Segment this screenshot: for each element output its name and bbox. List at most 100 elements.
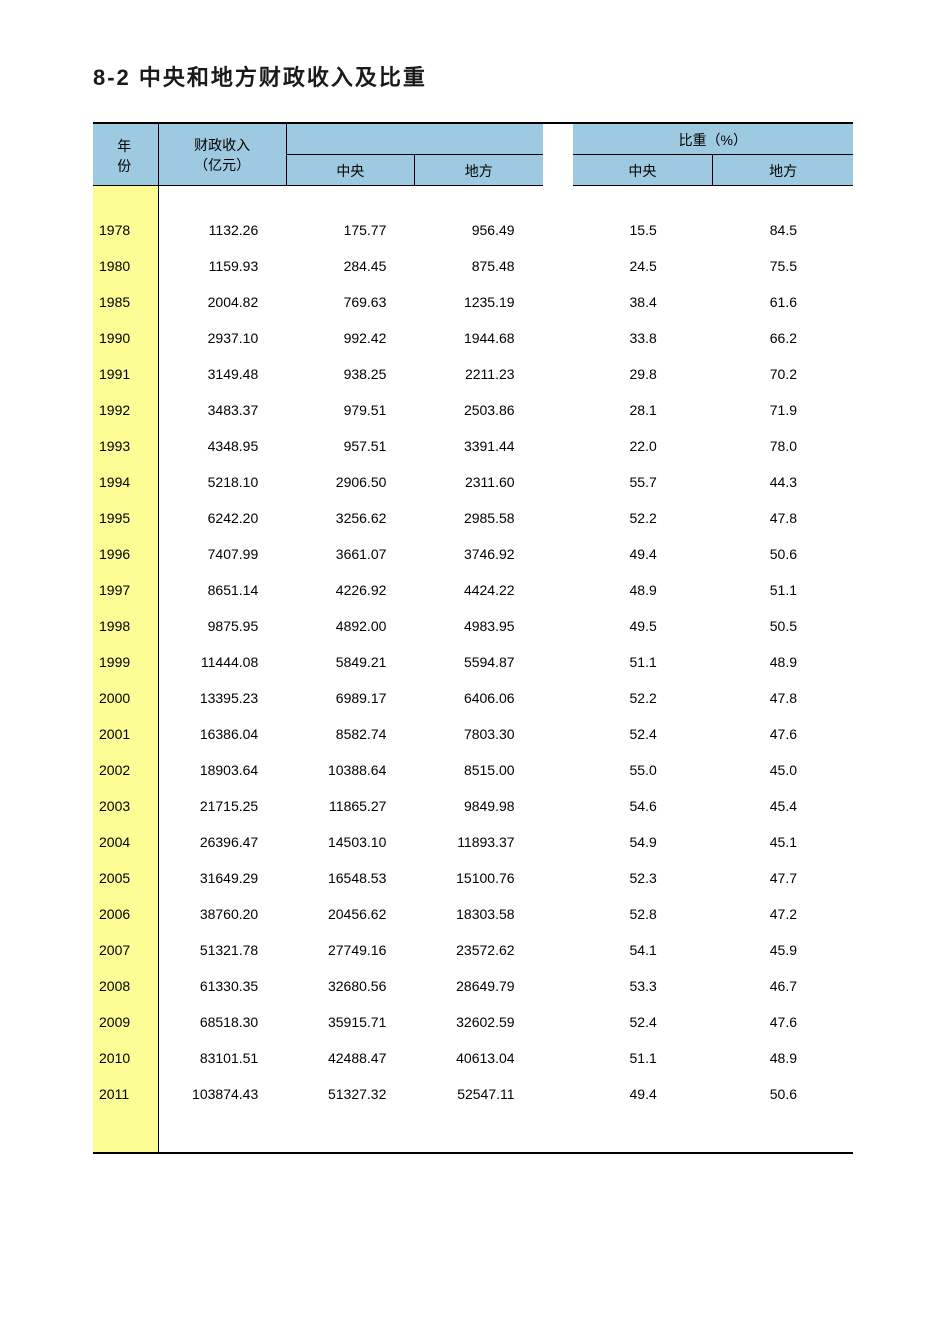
cell-pct-local: 48.9 [713,644,853,680]
cell-local: 3746.92 [414,536,542,572]
cell-gap [543,968,573,1004]
cell-central: 769.63 [286,284,414,320]
cell-year: 2004 [93,824,158,860]
cell-local: 2503.86 [414,392,542,428]
cell-pct-central: 33.8 [573,320,713,356]
cell-local: 2985.58 [414,500,542,536]
cell-gap [543,716,573,752]
table-row: 19945218.102906.502311.6055.744.3 [93,464,853,500]
cell-local: 3391.44 [414,428,542,464]
cell-gap [543,464,573,500]
cell-total: 7407.99 [158,536,286,572]
cell-year: 1980 [93,248,158,284]
table-row: 19781132.26175.77956.4915.584.5 [93,212,853,248]
cell-pct-central: 22.0 [573,428,713,464]
cell-local: 2211.23 [414,356,542,392]
cell-total: 38760.20 [158,896,286,932]
cell-central: 27749.16 [286,932,414,968]
table-row: 200861330.3532680.5628649.7953.346.7 [93,968,853,1004]
cell-pct-local: 47.8 [713,500,853,536]
cell-local [414,186,542,213]
cell-gap [543,752,573,788]
table-row: 19923483.37979.512503.8628.171.9 [93,392,853,428]
cell-year: 1985 [93,284,158,320]
col-header-central: 中央 [286,155,414,186]
cell-pct-central: 53.3 [573,968,713,1004]
cell-local: 5594.87 [414,644,542,680]
cell-year: 2008 [93,968,158,1004]
cell-pct-local: 47.7 [713,860,853,896]
tail-row [93,1112,853,1153]
cell-pct-local: 48.9 [713,1040,853,1076]
cell-pct-local: 47.6 [713,1004,853,1040]
cell-gap [543,1076,573,1112]
cell-year: 2007 [93,932,158,968]
cell-local: 52547.11 [414,1076,542,1112]
col-header-year: 年 份 [93,123,158,186]
table-row: 200531649.2916548.5315100.7652.347.7 [93,860,853,896]
cell-pct-c [573,1112,713,1153]
cell-gap [543,392,573,428]
table-row: 200116386.048582.747803.3052.447.6 [93,716,853,752]
cell-year: 1991 [93,356,158,392]
cell-central: 957.51 [286,428,414,464]
cell-pct-central: 52.4 [573,1004,713,1040]
cell-year: 2009 [93,1004,158,1040]
col-header-proportion: 比重（%） [573,123,853,155]
cell-year: 2003 [93,788,158,824]
cell-pct-central: 49.5 [573,608,713,644]
cell-central [286,186,414,213]
cell-year: 1995 [93,500,158,536]
cell-total: 11444.08 [158,644,286,680]
cell-gap [543,1112,573,1153]
cell-gap [543,788,573,824]
cell-year: 1992 [93,392,158,428]
table-row: 201083101.5142488.4740613.0451.148.9 [93,1040,853,1076]
col-header-pct-central: 中央 [573,155,713,186]
cell-gap [543,896,573,932]
col-gap [543,123,573,186]
cell-pct-local: 71.9 [713,392,853,428]
cell-pct-local: 47.2 [713,896,853,932]
cell-central: 35915.71 [286,1004,414,1040]
cell-pct-local: 50.5 [713,608,853,644]
cell-gap [543,500,573,536]
cell-total: 1159.93 [158,248,286,284]
cell-pct-central: 52.4 [573,716,713,752]
cell-pct-central: 51.1 [573,1040,713,1076]
table-row: 2011103874.4351327.3252547.1149.450.6 [93,1076,853,1112]
cell-pct-central: 49.4 [573,1076,713,1112]
cell-total: 18903.64 [158,752,286,788]
cell-gap [543,680,573,716]
cell-central: 5849.21 [286,644,414,680]
fiscal-revenue-table: 年 份 财政收入 （亿元） 比重（%） 中央 地方 中央 地方 19781132… [93,122,853,1154]
table-row: 19967407.993661.073746.9249.450.6 [93,536,853,572]
col-header-total-l2: （亿元） [194,157,250,173]
cell-pct-central: 49.4 [573,536,713,572]
cell-total: 83101.51 [158,1040,286,1076]
cell-year: 2000 [93,680,158,716]
cell-pct-central: 48.9 [573,572,713,608]
cell-central: 14503.10 [286,824,414,860]
cell-total: 31649.29 [158,860,286,896]
cell-total: 3149.48 [158,356,286,392]
cell-central: 8582.74 [286,716,414,752]
table-row: 19934348.95957.513391.4422.078.0 [93,428,853,464]
cell-local: 9849.98 [414,788,542,824]
col-header-total: 财政收入 （亿元） [158,123,286,186]
cell-gap [543,248,573,284]
cell-pct-central: 54.1 [573,932,713,968]
table-row: 200426396.4714503.1011893.3754.945.1 [93,824,853,860]
cell-pct-l [713,1112,853,1153]
cell-year [93,1112,158,1153]
cell-gap [543,860,573,896]
cell-total: 13395.23 [158,680,286,716]
table-row: 200013395.236989.176406.0652.247.8 [93,680,853,716]
col-header-total-l1: 财政收入 [194,137,250,153]
cell-pct-c [573,186,713,213]
cell-total: 8651.14 [158,572,286,608]
cell-pct-central: 52.3 [573,860,713,896]
cell-pct-central: 52.2 [573,500,713,536]
cell-pct-local: 45.1 [713,824,853,860]
cell-total: 68518.30 [158,1004,286,1040]
